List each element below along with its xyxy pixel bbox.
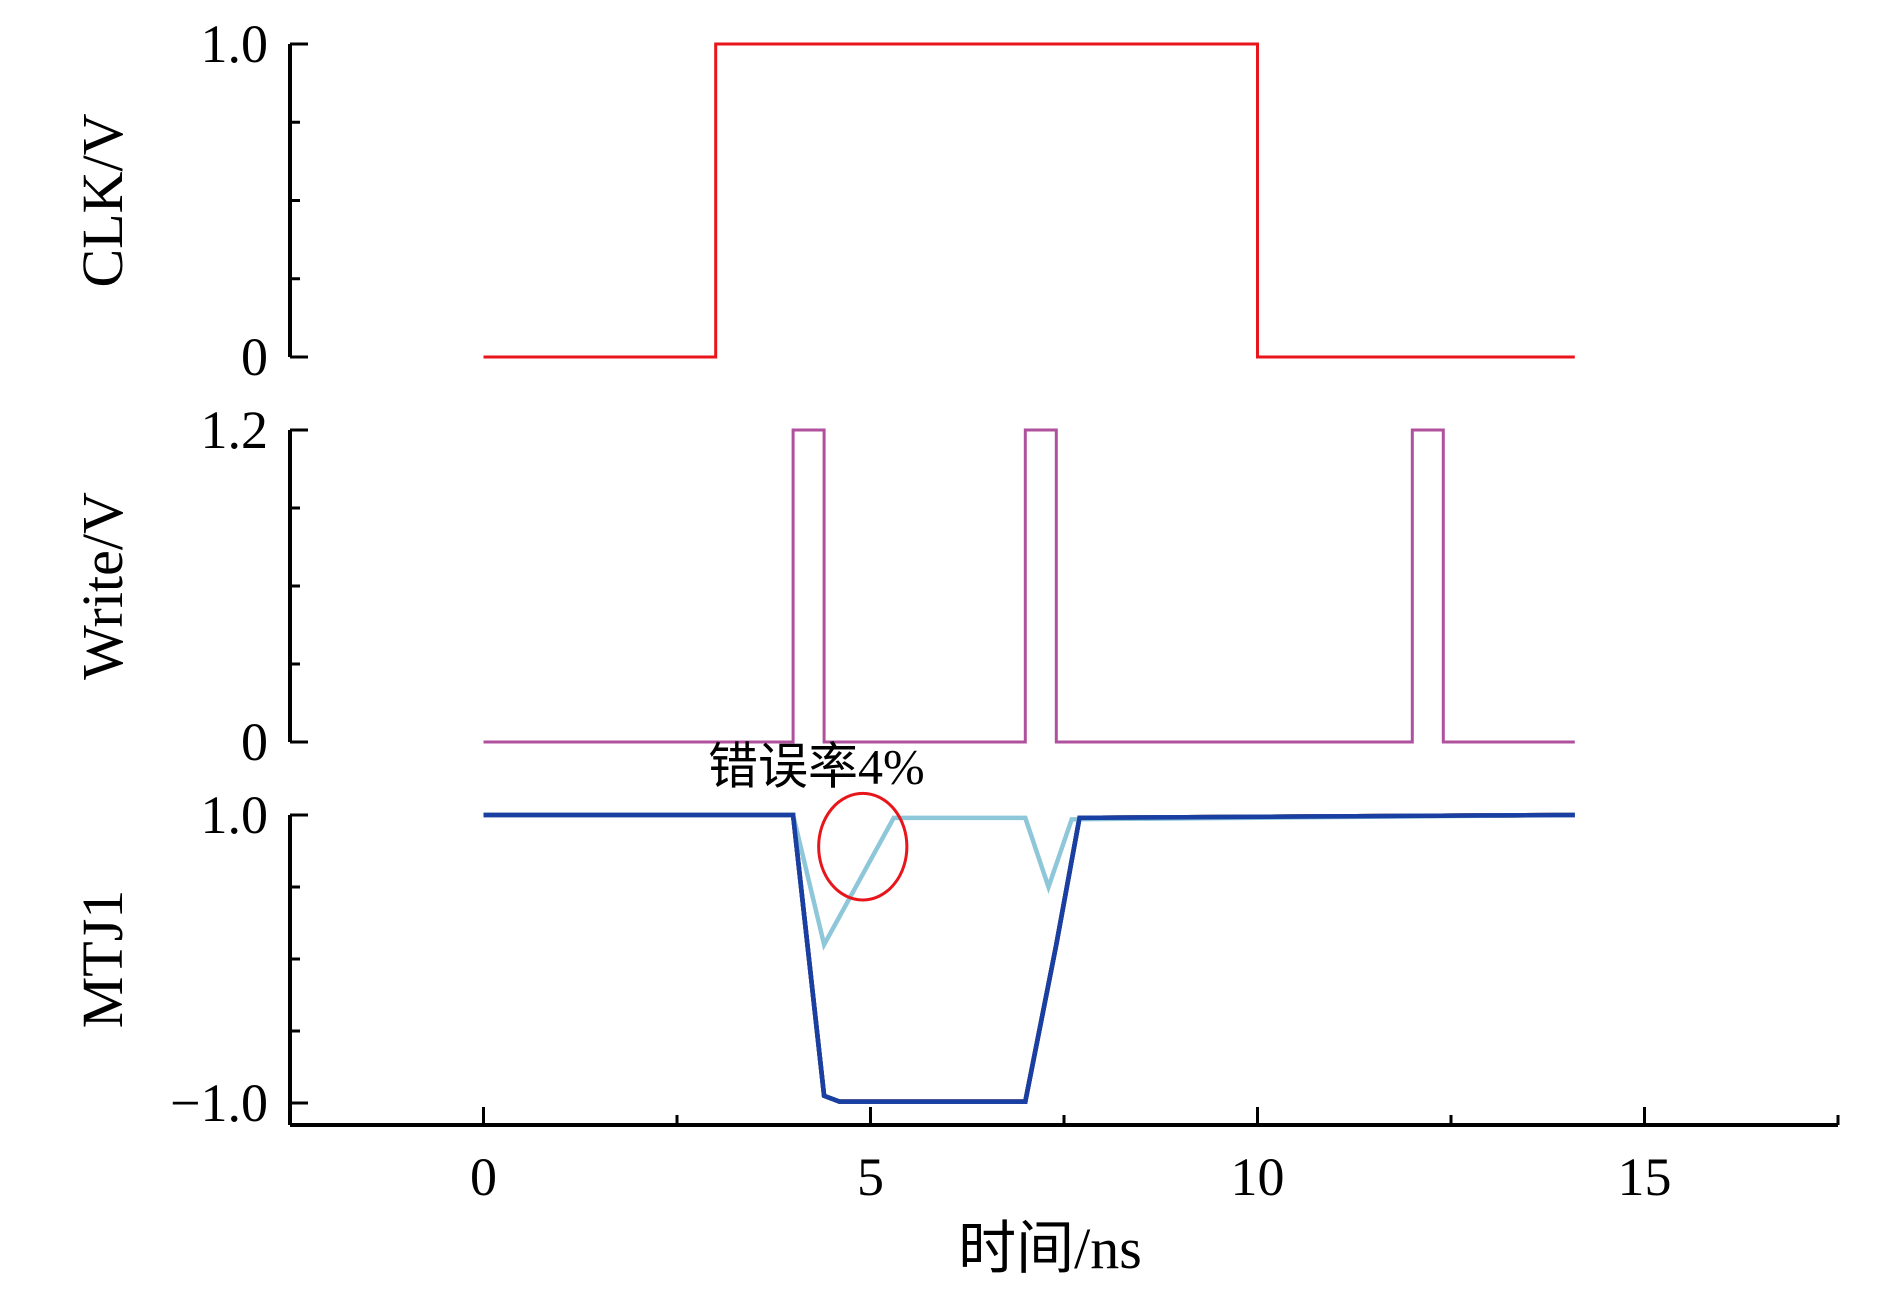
highlight-circle <box>817 791 909 902</box>
x-axis: 0 5 10 15 <box>288 1107 1840 1207</box>
series-line-mtj1-2 <box>483 812 1575 1104</box>
panel-clk: 0 1.0 CLK/V <box>70 14 1575 387</box>
x-tick-label: 0 <box>470 1147 497 1207</box>
panels-layer: 0 1.0 CLK/V 0 1.2 Write/V −1.0 1.0 MTJ1 错误率4% <box>70 14 1575 1133</box>
x-axis-title: 时间/ns <box>958 1216 1142 1281</box>
y-tick-label-clk: 1.0 <box>201 14 269 74</box>
x-tick-label: 15 <box>1618 1147 1672 1207</box>
series-line-write-0 <box>483 428 1575 744</box>
series-line-clk-0 <box>483 42 1575 359</box>
panel-write: 0 1.2 Write/V <box>70 400 1575 772</box>
x-tick-label: 5 <box>857 1147 884 1207</box>
y-axis-title-mtj1: MTJ1 <box>70 890 135 1029</box>
series-line-mtj1-1 <box>483 812 1575 1104</box>
y-tick-label-clk: 0 <box>241 327 268 387</box>
x-tick-label: 10 <box>1231 1147 1285 1207</box>
series-line-mtj1-4 <box>483 812 1575 1104</box>
panel-mtj1: −1.0 1.0 MTJ1 错误率4% <box>70 738 1575 1133</box>
series-line-mtj1-0 <box>483 812 1575 1104</box>
y-axis-title-clk: CLK/V <box>70 113 135 287</box>
y-tick-label-mtj1: 1.0 <box>201 785 269 845</box>
y-tick-label-write: 1.2 <box>201 400 269 460</box>
series-line-mtj1-6 <box>483 812 1575 1104</box>
y-tick-label-write: 0 <box>241 712 268 772</box>
series-line-mtj1-5 <box>483 812 1575 951</box>
y-axis-title-write: Write/V <box>70 492 135 680</box>
y-tick-label-mtj1: −1.0 <box>170 1073 268 1133</box>
annotation-label: 错误率4% <box>708 738 925 794</box>
series-line-mtj1-3 <box>483 812 1575 1104</box>
